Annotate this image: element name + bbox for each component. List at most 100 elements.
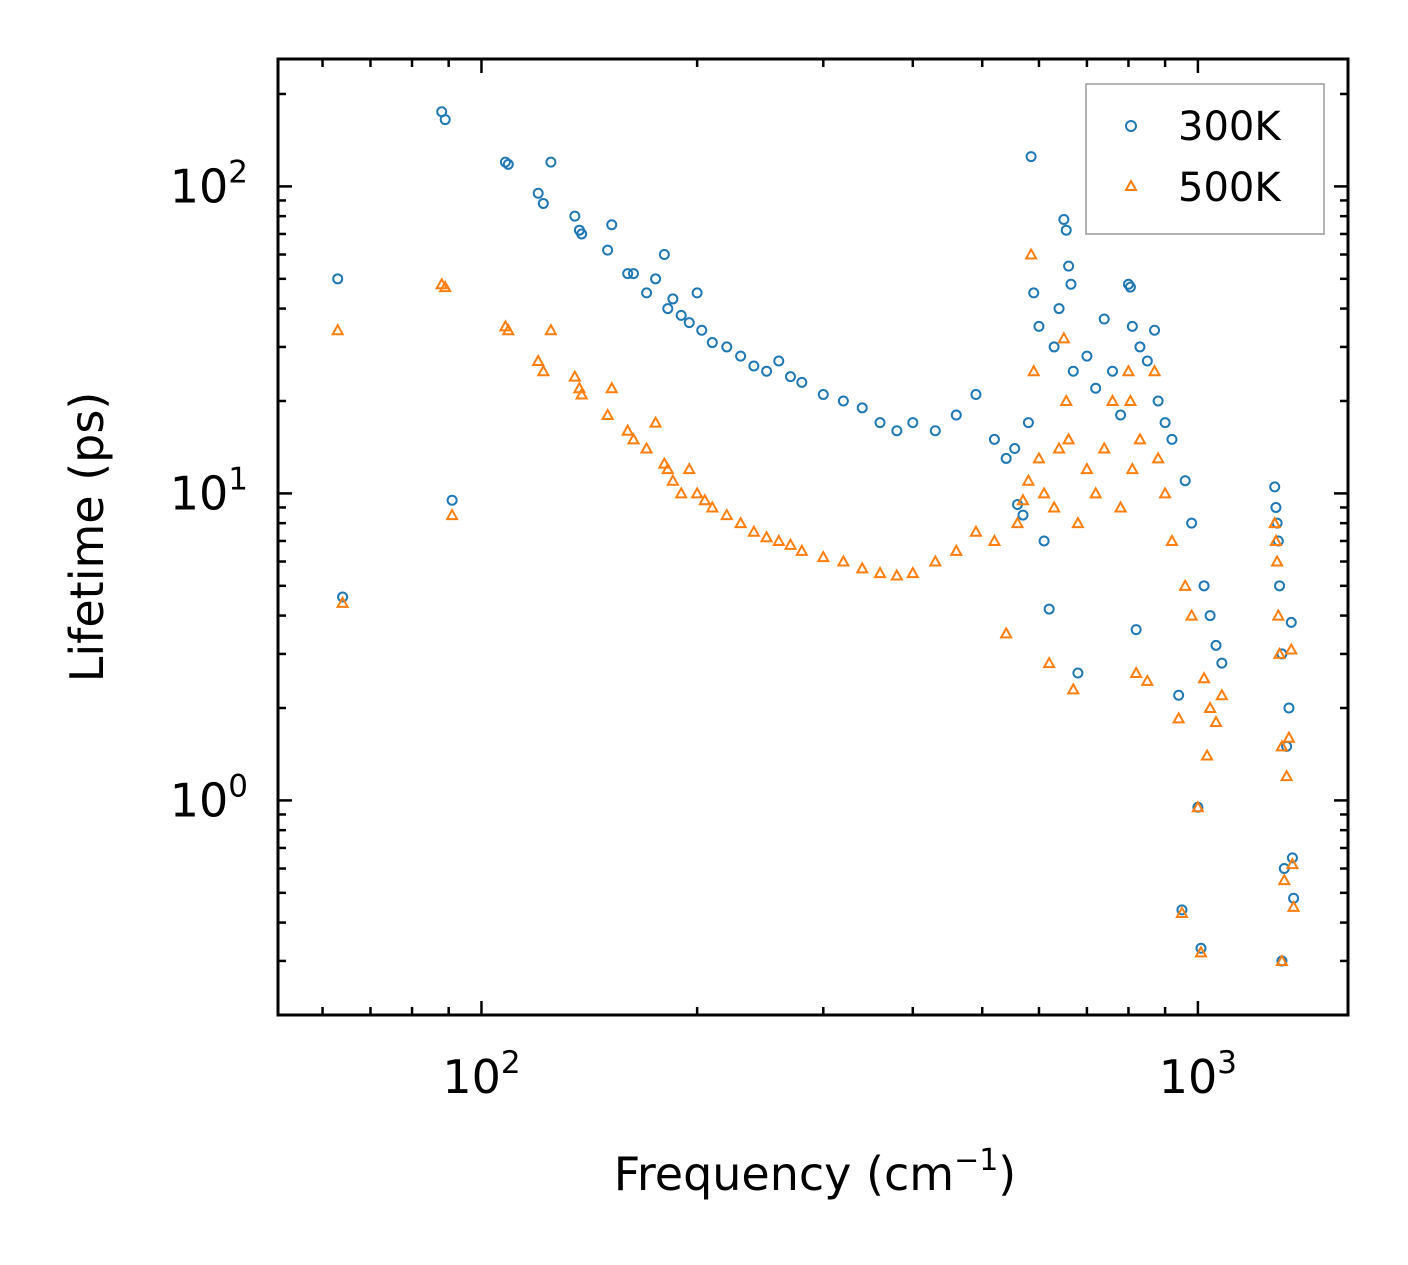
data-point-300k	[1098, 313, 1110, 325]
y-tick-label-base: 10	[170, 159, 229, 213]
y-tick-label: 102	[170, 154, 248, 213]
data-point-300k	[735, 350, 747, 362]
data-point-300k	[1159, 417, 1171, 429]
data-point-500k	[1133, 432, 1147, 445]
data-point-500k	[1147, 364, 1162, 377]
data-point-500k	[969, 524, 983, 537]
data-point-500k	[1057, 331, 1071, 344]
data-point-300k	[1283, 702, 1295, 714]
data-point-500k	[1282, 730, 1296, 743]
data-point-500k	[1113, 500, 1128, 513]
data-point-500k	[1286, 899, 1301, 912]
data-point-300k	[696, 324, 708, 336]
data-point-500k	[1066, 682, 1080, 695]
data-point-300k	[667, 293, 679, 305]
data-point-300k	[874, 417, 886, 429]
data-point-300k	[1149, 324, 1161, 336]
data-point-500k	[1158, 486, 1172, 499]
data-point-300k	[446, 494, 458, 506]
data-point-500k	[1021, 473, 1036, 486]
data-point-500k	[661, 462, 675, 475]
data-point-500k	[1191, 800, 1205, 813]
legend-marker-300k	[1125, 120, 1137, 132]
data-point-500k	[1194, 945, 1208, 958]
data-point-500k	[1275, 953, 1289, 966]
data-point-500k	[873, 566, 887, 579]
y-tick-label-exponent: 1	[228, 461, 248, 497]
data-point-300k	[785, 371, 797, 383]
data-point-300k	[1130, 624, 1142, 636]
data-point-500k	[1272, 646, 1287, 659]
data-point-300k	[817, 388, 829, 400]
data-point-500k	[1279, 769, 1294, 782]
legend-marker-500k	[1124, 178, 1138, 191]
data-point-500k	[1178, 578, 1192, 591]
data-point-300k	[1134, 341, 1146, 353]
data-point-500k	[836, 554, 851, 567]
data-point-300k	[1081, 350, 1093, 362]
data-point-500k	[536, 364, 551, 377]
data-point-300k	[1126, 320, 1138, 332]
x-tick-label-exponent: 2	[501, 1045, 521, 1081]
data-point-300k	[658, 249, 670, 261]
data-point-300k	[1274, 580, 1286, 592]
data-point-500k	[1123, 393, 1138, 406]
data-point-500k	[1269, 533, 1283, 546]
data-point-500k	[682, 462, 696, 475]
data-point-500k	[999, 626, 1013, 639]
data-point-300k	[1204, 610, 1216, 622]
x-tick-label-base: 10	[1159, 1050, 1218, 1104]
x-axis-title-close: )	[998, 1147, 1016, 1201]
data-point-300k	[1198, 580, 1210, 592]
data-point-300k	[761, 365, 773, 377]
data-point-300k	[602, 244, 614, 256]
data-point-300k	[1285, 616, 1297, 628]
data-point-500k	[657, 456, 672, 469]
data-point-500k	[501, 323, 515, 336]
data-point-500k	[1200, 748, 1214, 761]
data-point-300k	[502, 158, 514, 170]
data-point-500k	[445, 508, 459, 521]
data-point-300k	[950, 409, 962, 421]
data-point-500k	[928, 554, 943, 567]
data-point-500k	[605, 381, 619, 394]
data-point-500k	[1285, 857, 1300, 870]
data-point-500k	[1010, 516, 1025, 529]
data-point-500k	[438, 280, 452, 293]
data-point-300k	[337, 591, 349, 603]
data-point-300k	[683, 317, 695, 329]
data-point-300k	[1107, 365, 1119, 377]
data-point-300k	[545, 156, 557, 168]
data-point-300k	[1176, 904, 1188, 916]
data-point-300k	[439, 114, 451, 126]
data-point-500k	[648, 415, 663, 428]
data-point-300k	[650, 273, 662, 285]
data-point-500k	[1129, 665, 1143, 679]
data-point-300k	[1060, 224, 1072, 236]
data-point-500k	[1284, 642, 1298, 655]
data-point-300k	[532, 187, 544, 199]
data-point-500k	[783, 537, 798, 550]
data-point-500k	[574, 387, 589, 400]
data-point-300k	[1124, 281, 1136, 293]
x-tick-label-base: 10	[442, 1050, 501, 1104]
data-point-300k	[1022, 417, 1034, 429]
data-point-300k	[891, 425, 903, 437]
data-point-300k	[1017, 509, 1029, 521]
legend-label-500k: 500K	[1178, 165, 1282, 211]
data-point-500k	[1171, 711, 1186, 724]
data-point-300k	[1009, 443, 1021, 455]
x-axis-title: Frequency (cm−1)	[614, 1143, 1017, 1201]
data-point-300k	[1048, 341, 1060, 353]
data-point-300k	[1115, 409, 1127, 421]
data-point-300k	[988, 433, 1000, 445]
data-point-300k	[576, 228, 588, 240]
data-point-500k	[1270, 554, 1284, 567]
data-point-500k	[1071, 516, 1085, 529]
data-point-500k	[531, 353, 545, 366]
data-point-300k	[856, 402, 868, 414]
x-tick-label: 103	[1159, 1045, 1237, 1104]
data-point-500k	[1088, 486, 1103, 499]
y-tick-label: 101	[170, 461, 248, 520]
data-point-300k	[622, 268, 634, 280]
